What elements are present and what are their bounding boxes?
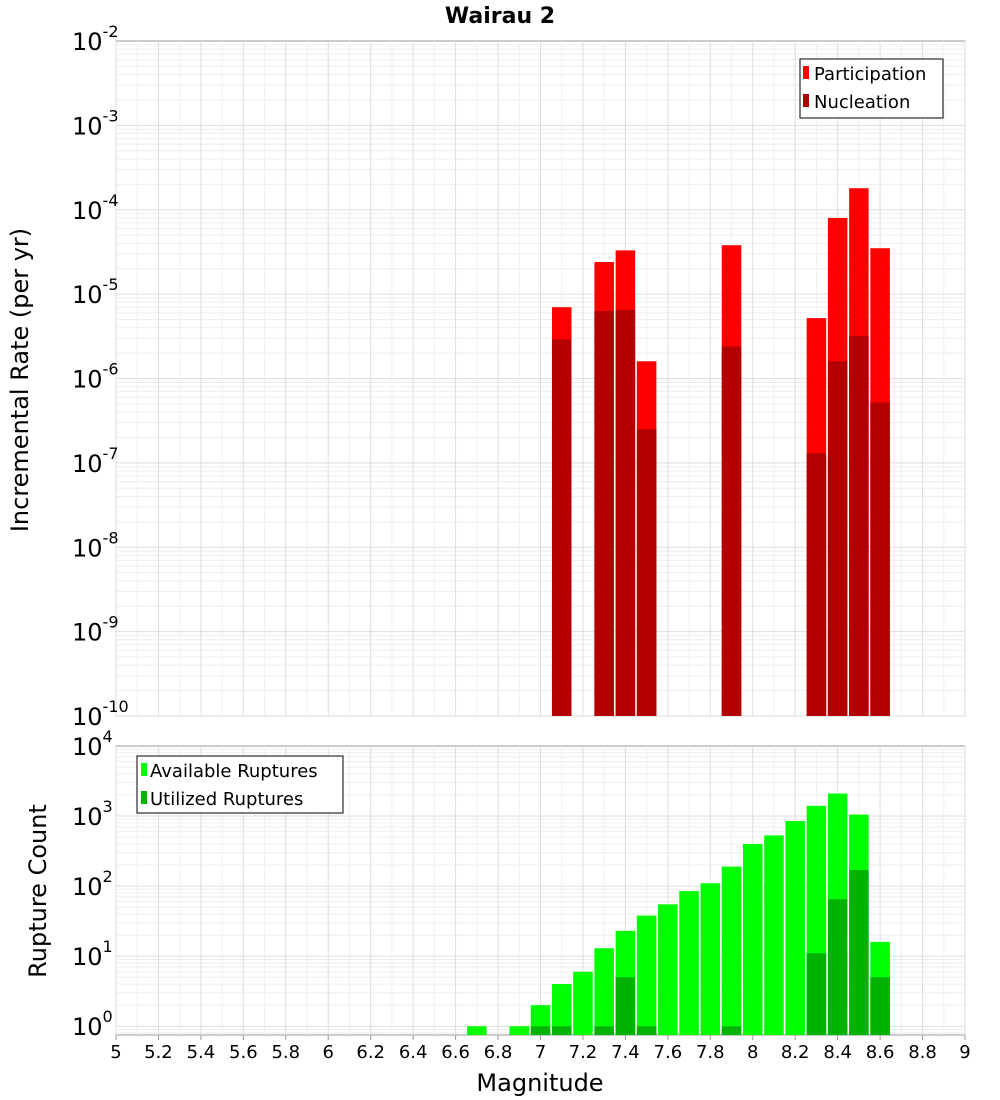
x-tick-label: 9 — [959, 1042, 970, 1063]
x-tick-label: 7.2 — [569, 1042, 598, 1063]
x-tick-label: 8 — [747, 1042, 758, 1063]
count-bar-utilized-ruptures — [827, 899, 848, 1035]
rate-y-tick-label: 10-2 — [72, 22, 119, 56]
count-bar-utilized-ruptures — [806, 953, 827, 1035]
rate-y-tick-label: 10-3 — [72, 106, 119, 140]
rate-bar-nucleation — [721, 346, 742, 716]
rate-legend[interactable]: Participation Nucleation — [799, 58, 944, 119]
x-tick-label: 5.4 — [187, 1042, 216, 1063]
count-bar-available-ruptures — [658, 904, 678, 1035]
available-legend-swatch — [141, 763, 147, 776]
x-tick-label: 6 — [323, 1042, 334, 1063]
nucleation-legend-label: Nucleation — [814, 92, 910, 113]
x-tick-label: 5 — [110, 1042, 121, 1063]
x-tick-label: 7.8 — [696, 1042, 725, 1063]
rate-y-axis-label: Incremental Rate (per yr) — [6, 228, 34, 532]
x-tick-label: 6.8 — [484, 1042, 513, 1063]
x-tick-label: 8.2 — [781, 1042, 810, 1063]
x-tick-label: 5.2 — [144, 1042, 173, 1063]
rate-bar-nucleation — [806, 453, 827, 716]
participation-legend-label: Participation — [814, 64, 926, 85]
count-bar-available-ruptures — [764, 835, 784, 1035]
rate-bar-nucleation — [827, 361, 848, 716]
count-y-tick-label: 101 — [72, 937, 113, 971]
x-tick-label: 7.4 — [611, 1042, 640, 1063]
x-tick-label: 5.8 — [271, 1042, 300, 1063]
magnitude-x-ticks: 5 5.2 5.4 5.6 5.8 6 6.2 6.4 6.6 6.8 7 7.2 7.4 7.6 7.8 8… — [110, 1035, 971, 1063]
participation-legend-swatch — [803, 66, 809, 79]
x-axis-label: Magnitude — [476, 1069, 603, 1097]
count-bar-available-ruptures — [721, 866, 742, 1035]
rate-bar-nucleation — [615, 309, 636, 716]
available-legend-label: Available Ruptures — [150, 761, 318, 782]
x-tick-label: 5.6 — [229, 1042, 258, 1063]
count-bar-available-ruptures — [679, 891, 699, 1035]
rate-panel: 10-10 10-9 10-8 10-7 10-6 10-5 10-4 10-3 10-2 In… — [6, 22, 966, 731]
count-y-tick-label: 104 — [72, 727, 113, 761]
rate-bar-nucleation — [636, 429, 657, 716]
count-bar-utilized-ruptures — [849, 869, 869, 1035]
count-bar-available-ruptures — [700, 883, 721, 1035]
count-bar-available-ruptures — [467, 1026, 487, 1035]
rate-y-tick-label: 10-8 — [72, 528, 119, 562]
utilized-legend-label: Utilized Ruptures — [150, 789, 303, 810]
x-tick-label: 6.2 — [356, 1042, 385, 1063]
x-tick-label: 7 — [535, 1042, 546, 1063]
count-bar-available-ruptures — [742, 843, 763, 1035]
count-bar-available-ruptures — [573, 971, 593, 1035]
rate-bar-nucleation — [849, 335, 869, 716]
rate-bar-nucleation — [551, 339, 572, 716]
x-tick-label: 7.6 — [654, 1042, 683, 1063]
count-bar-utilized-ruptures — [530, 1026, 551, 1035]
x-tick-label: 8.6 — [866, 1042, 895, 1063]
rate-y-tick-label: 10-7 — [72, 444, 119, 478]
count-y-tick-label: 103 — [72, 797, 113, 831]
rate-y-tick-label: 10-5 — [72, 275, 119, 309]
rate-bar-nucleation — [594, 311, 614, 716]
count-bars — [467, 793, 890, 1035]
x-tick-label: 8.8 — [908, 1042, 937, 1063]
count-y-tick-label: 102 — [72, 867, 113, 901]
rate-bar-nucleation — [870, 402, 890, 716]
count-bar-available-ruptures — [785, 821, 805, 1035]
x-tick-label: 6.4 — [399, 1042, 428, 1063]
count-y-axis-label: Rupture Count — [24, 804, 52, 978]
count-bar-available-ruptures — [636, 915, 657, 1035]
count-bar-utilized-ruptures — [551, 1026, 572, 1035]
count-bar-utilized-ruptures — [615, 977, 636, 1035]
count-y-tick-label: 100 — [72, 1007, 113, 1041]
count-panel: 100 101 102 103 104 5 5.2 5.4 5.6 5.8 6 6.2 6.4 6.6 6… — [24, 727, 971, 1097]
count-bar-available-ruptures — [594, 948, 614, 1035]
count-bar-utilized-ruptures — [870, 977, 890, 1035]
x-tick-label: 6.6 — [441, 1042, 470, 1063]
chart-title: Wairau 2 — [445, 4, 555, 29]
count-bar-utilized-ruptures — [594, 1026, 614, 1035]
rate-y-tick-label: 10-4 — [72, 191, 119, 225]
utilized-legend-swatch — [141, 791, 147, 804]
count-bar-available-ruptures — [509, 1026, 530, 1035]
count-y-ticks: 100 101 102 103 104 — [72, 727, 113, 1041]
count-bar-utilized-ruptures — [721, 1026, 742, 1035]
x-tick-label: 8.4 — [823, 1042, 852, 1063]
rate-legend-box — [799, 58, 944, 119]
rate-y-tick-label: 10-10 — [72, 697, 129, 731]
count-bar-available-ruptures — [551, 984, 572, 1035]
count-bar-utilized-ruptures — [636, 1026, 657, 1035]
rate-y-tick-label: 10-6 — [72, 360, 119, 394]
count-legend-box — [136, 755, 344, 814]
count-legend[interactable]: Available Ruptures Utilized Ruptures — [136, 755, 344, 814]
rate-y-tick-label: 10-9 — [72, 613, 119, 647]
rate-bars — [551, 188, 890, 717]
nucleation-legend-swatch — [803, 94, 809, 107]
